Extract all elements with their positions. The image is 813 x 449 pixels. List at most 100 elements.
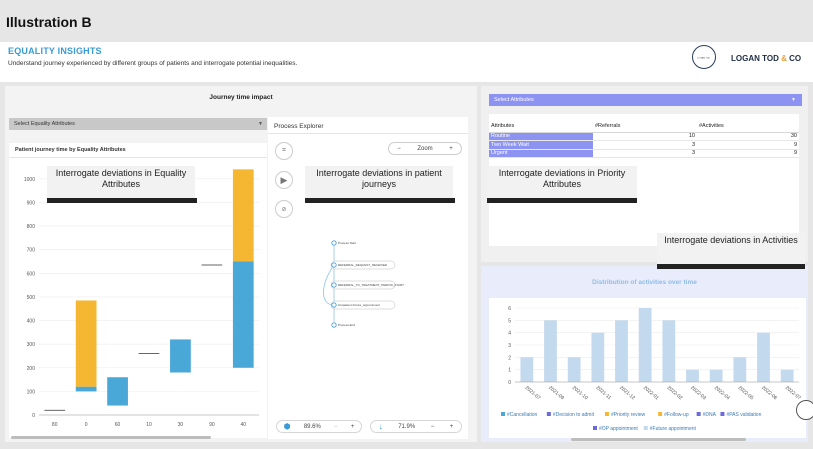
path-minus-button[interactable]: − [430, 423, 435, 430]
column-header[interactable]: #Referrals [593, 120, 697, 133]
path-slider[interactable]: ↓ 71.9% − + [370, 420, 462, 433]
legend-label: #OP appointment [599, 426, 638, 432]
activity-slider[interactable]: ⬢ 89.6% − + [276, 420, 362, 433]
process-node-icon [331, 322, 337, 328]
brand-name-suffix: CO [789, 54, 802, 63]
y-tick-label: 700 [27, 248, 36, 254]
referrals-cell: 10 [593, 132, 697, 141]
column-header[interactable]: Attributes [489, 120, 593, 133]
zoom-out-button[interactable]: − [397, 145, 401, 152]
callout-equality: Interrogate deviations in Equality Attri… [47, 166, 195, 200]
y-tick-label: 300 [27, 342, 36, 348]
horizontal-scrollbar[interactable] [571, 438, 746, 441]
x-tick-label: 2021-11 [595, 385, 613, 401]
scroll-button[interactable] [796, 400, 813, 420]
process-explorer-title: Process Explorer [274, 123, 324, 130]
table-header-row: Attributes #Referrals #Activities [489, 120, 799, 133]
x-tick-label: 90 [209, 422, 215, 428]
callout-priority: Interrogate deviations in Priority Attri… [487, 166, 637, 200]
equality-attributes-select[interactable]: Select Equality Attributes ▼ [9, 118, 267, 130]
activity-plus-button[interactable]: + [350, 423, 355, 430]
y-tick-label: 6 [508, 306, 511, 312]
x-tick-label: 2022-06 [760, 385, 778, 402]
y-tick-label: 200 [27, 366, 36, 372]
brand-name-main: LOGAN TOD [731, 54, 779, 63]
process-node-label: REFERRAL_REQUEST_RECEIVED [338, 263, 388, 267]
attribute-cell: Routine [489, 132, 593, 141]
callout-underline [657, 264, 805, 269]
legend-swatch [604, 412, 609, 416]
callout-underline [487, 198, 637, 203]
column-header[interactable]: #Activities [697, 120, 799, 133]
x-tick-label: 2022-05 [737, 385, 755, 402]
y-tick-label: 100 [27, 389, 36, 395]
graph-icon[interactable]: ⌗ [275, 142, 293, 160]
y-tick-label: 0 [508, 380, 511, 386]
zoom-in-button[interactable]: + [449, 145, 453, 152]
bar [567, 357, 581, 382]
x-tick-label: 2021-12 [618, 385, 636, 402]
eye-slash-icon[interactable]: ⊘ [275, 200, 293, 218]
y-tick-label: 500 [27, 295, 36, 301]
process-node-icon [331, 282, 337, 288]
chevron-down-icon: ▼ [258, 121, 263, 127]
bar [733, 357, 747, 382]
y-tick-label: 600 [27, 271, 36, 277]
x-tick-label: 10 [146, 422, 152, 428]
legend-swatch [643, 426, 648, 430]
header: EQUALITY INSIGHTS Understand journey exp… [0, 42, 813, 82]
y-tick-label: 3 [508, 343, 511, 349]
bar [232, 169, 254, 262]
legend-label: #Future appointment [650, 426, 697, 432]
bar [757, 332, 770, 382]
play-icon[interactable]: ▶ [275, 171, 293, 189]
process-node-box [330, 280, 396, 290]
activity-slider-value: 89.6% [303, 423, 321, 430]
attributes-select-label: Select Attributes [494, 97, 534, 103]
bar [232, 261, 254, 368]
legend-label: #Decision to admit [553, 412, 595, 418]
legend-swatch [546, 412, 551, 416]
bar [107, 377, 128, 406]
legend-label: #Follow-up [664, 412, 689, 418]
circle-icon: ⬢ [283, 422, 291, 431]
path-slider-value: 71.9% [398, 423, 416, 430]
x-tick-label: 40 [241, 422, 247, 428]
journey-panel-title: Journey time impact [209, 94, 273, 101]
app-subtitle: Understand journey experienced by differ… [8, 60, 298, 67]
activities-cell: 30 [697, 132, 799, 141]
legend-swatch [658, 412, 663, 416]
activity-minus-button[interactable]: − [334, 423, 338, 430]
horizontal-scrollbar[interactable] [11, 436, 211, 439]
zoom-label: Zoom [417, 145, 433, 152]
process-node-label: REFERRAL_TO_TREATMENT_PERIOD_START [338, 283, 404, 287]
table-row[interactable]: Two Week Wait 3 9 [489, 140, 799, 150]
bar [780, 369, 794, 382]
bar [544, 320, 557, 382]
attributes-select[interactable]: Select Attributes ▼ [489, 94, 802, 106]
y-tick-label: 800 [27, 224, 36, 230]
y-tick-label: 1000 [24, 177, 35, 183]
legend-label: #DNA [703, 412, 717, 418]
legend-swatch [696, 412, 701, 416]
table-row[interactable]: Routine 10 30 [489, 132, 799, 141]
bar [75, 300, 97, 387]
y-tick-label: 400 [27, 319, 36, 325]
path-plus-button[interactable]: + [449, 423, 454, 430]
table-row[interactable]: Urgent 3 9 [489, 149, 799, 158]
bar [638, 308, 652, 382]
bar [520, 357, 534, 382]
distribution-chart-card: 0 1 2 3 4 5 6 2021-07 2021-09 2021-10 2021-11 2021-… [489, 298, 806, 438]
legend-swatch [593, 426, 597, 430]
callout-underline [47, 198, 197, 203]
process-map[interactable]: Process Start REFERRAL_REQUEST_RECEIVED RE… [268, 237, 468, 357]
bar [75, 386, 97, 392]
distribution-chart-title: Distribution of activities over time [592, 279, 697, 286]
logo-mark-text: LOGAN TOD [697, 55, 711, 59]
x-tick-label: 2022-02 [666, 385, 684, 402]
process-node-label: Process End [338, 323, 355, 327]
x-tick-label: 0 [85, 422, 88, 428]
x-tick-label: 2021-09 [547, 385, 565, 402]
bar [686, 369, 699, 382]
process-node-icon [331, 240, 337, 246]
